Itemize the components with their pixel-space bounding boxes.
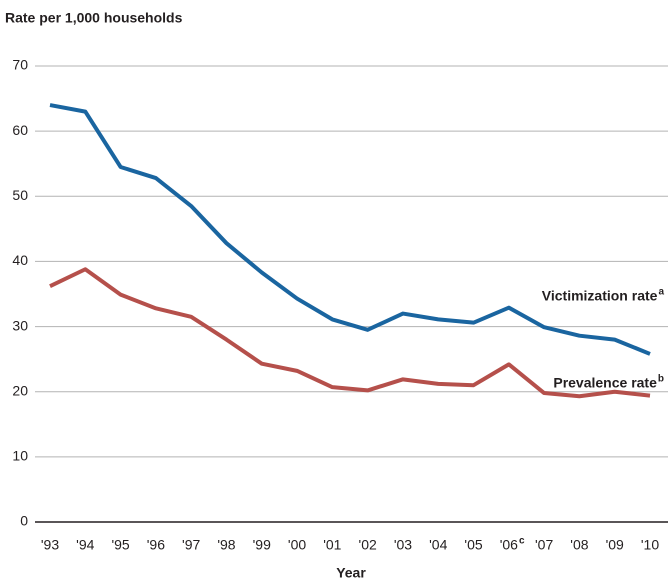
x-tick-label: '07: [535, 537, 553, 553]
x-tick-label: '93: [41, 537, 59, 553]
y-tick-label: 10: [12, 448, 28, 464]
x-tick-label: '10: [641, 537, 659, 553]
series-note: b: [658, 374, 664, 385]
x-tick-label: '97: [182, 537, 200, 553]
x-tick-label: '02: [359, 537, 377, 553]
series-note: a: [658, 287, 664, 298]
x-tick-label: '00: [288, 537, 306, 553]
y-tick-label: 40: [12, 252, 28, 268]
x-tick-label: '95: [111, 537, 129, 553]
series-line: [49, 103, 651, 356]
x-tick-label: '09: [606, 537, 624, 553]
x-tick-label: '05: [464, 537, 482, 553]
x-tick-label: '08: [570, 537, 588, 553]
series-label: Victimization rate: [542, 288, 658, 304]
x-tick-label: '06: [500, 537, 518, 553]
x-tick-label: '96: [147, 537, 165, 553]
y-tick-label: 50: [12, 187, 28, 203]
x-tick-label: '94: [76, 537, 94, 553]
x-tick-note: c: [519, 536, 525, 547]
y-tick-label: 70: [12, 57, 28, 73]
x-tick-label: '99: [253, 537, 271, 553]
x-axis-label: Year: [336, 565, 366, 581]
y-tick-label: 0: [20, 513, 28, 529]
series-line: [49, 267, 651, 399]
x-tick-label: '98: [217, 537, 235, 553]
x-tick-label: '03: [394, 537, 412, 553]
chart-title: Rate per 1,000 households: [5, 10, 183, 26]
y-tick-label: 60: [12, 122, 28, 138]
x-tick-label: '04: [429, 537, 447, 553]
y-tick-label: 30: [12, 317, 28, 333]
y-tick-label: 20: [12, 382, 28, 398]
x-tick-label: '01: [323, 537, 341, 553]
series-label: Prevalence rate: [553, 375, 657, 391]
